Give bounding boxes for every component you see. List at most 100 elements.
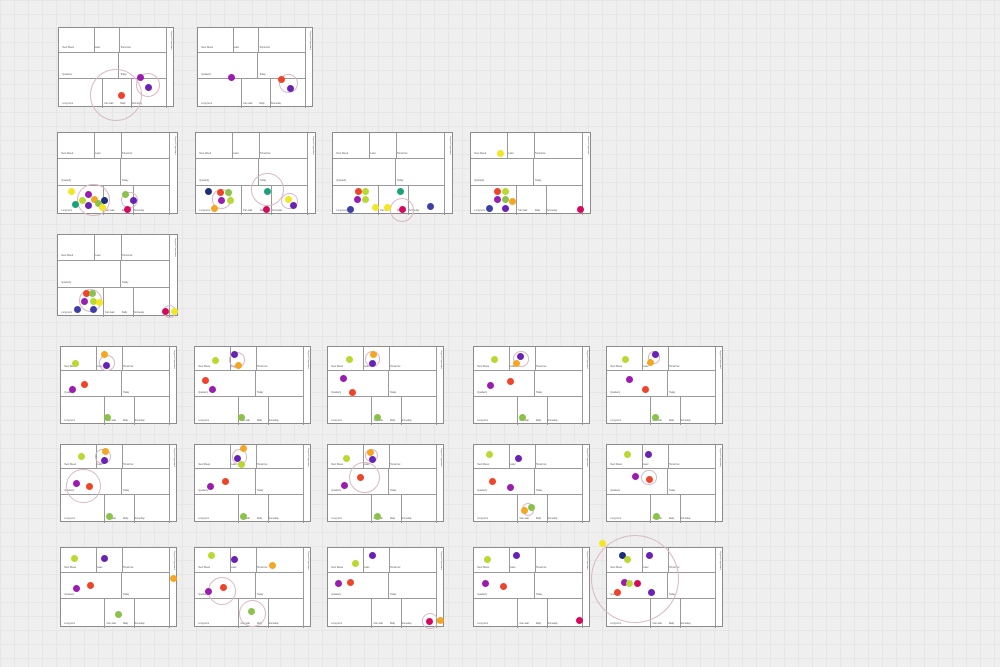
task-dot-violet[interactable] bbox=[144, 83, 152, 91]
task-dot-violet[interactable] bbox=[517, 353, 525, 361]
task-dot-orange[interactable] bbox=[102, 447, 110, 455]
task-dot-lime[interactable] bbox=[70, 554, 78, 562]
task-dot-violet[interactable] bbox=[648, 589, 656, 597]
board-e5[interactable]: Next Week Later Tomorrow Quarterly Today Long… bbox=[606, 444, 723, 523]
task-dot-yellow[interactable] bbox=[68, 188, 76, 196]
task-dot-yellow[interactable] bbox=[598, 539, 606, 547]
task-dot-red[interactable] bbox=[202, 376, 210, 384]
task-dot-violet[interactable] bbox=[103, 362, 111, 369]
task-dot-purple[interactable] bbox=[506, 484, 514, 492]
task-dot-green[interactable] bbox=[105, 513, 113, 521]
task-dot-purple[interactable] bbox=[209, 386, 217, 394]
task-dot-lime[interactable] bbox=[362, 188, 370, 196]
task-dot-lime[interactable] bbox=[490, 355, 498, 363]
task-dot-orange[interactable] bbox=[520, 506, 528, 514]
task-dot-purple[interactable] bbox=[353, 195, 361, 203]
task-dot-green[interactable] bbox=[238, 414, 246, 422]
task-dot-purple[interactable] bbox=[228, 73, 236, 81]
task-dot-lime[interactable] bbox=[623, 450, 631, 458]
task-dot-red[interactable] bbox=[346, 578, 354, 586]
task-dot-red[interactable] bbox=[357, 474, 365, 482]
task-dot-violet[interactable] bbox=[369, 359, 377, 367]
task-dot-violet[interactable] bbox=[129, 196, 137, 204]
task-dot-purple[interactable] bbox=[136, 73, 144, 81]
task-dot-orange[interactable] bbox=[100, 351, 108, 359]
task-dot-red[interactable] bbox=[355, 188, 363, 196]
task-dot-magenta[interactable] bbox=[426, 617, 434, 625]
task-dot-red[interactable] bbox=[506, 378, 514, 386]
task-dot-purple[interactable] bbox=[625, 376, 633, 384]
task-dot-lime[interactable] bbox=[623, 556, 631, 564]
task-dot-green[interactable] bbox=[518, 414, 526, 422]
task-dot-navy[interactable] bbox=[204, 188, 212, 196]
task-dot-lime[interactable] bbox=[78, 196, 86, 204]
task-dot-lime[interactable] bbox=[226, 196, 234, 204]
task-dot-green[interactable] bbox=[247, 608, 255, 616]
task-dot-red[interactable] bbox=[81, 380, 89, 388]
task-dot-yellow[interactable] bbox=[496, 149, 504, 157]
task-dot-red[interactable] bbox=[222, 477, 230, 485]
task-dot-red[interactable] bbox=[86, 581, 94, 589]
task-dot-green[interactable] bbox=[94, 199, 102, 207]
task-dot-orange[interactable] bbox=[234, 362, 242, 369]
task-dot-blue[interactable] bbox=[74, 305, 82, 313]
task-dot-magenta[interactable] bbox=[575, 617, 583, 625]
task-dot-red[interactable] bbox=[219, 583, 227, 591]
task-dot-lime[interactable] bbox=[351, 559, 359, 567]
task-dot-purple[interactable] bbox=[69, 386, 77, 394]
task-dot-violet[interactable] bbox=[644, 450, 652, 458]
board-d1[interactable]: Next WeekLaterTomorrowQuarterlyTodayLong… bbox=[60, 346, 177, 425]
task-dot-lime[interactable] bbox=[362, 195, 370, 203]
task-dot-red[interactable] bbox=[489, 477, 497, 485]
task-dot-purple[interactable] bbox=[218, 196, 226, 204]
task-dot-red[interactable] bbox=[499, 582, 507, 590]
task-dot-purple[interactable] bbox=[482, 580, 490, 588]
board-a2[interactable]: Next Week Later Tomorrow Quarterly Today Long… bbox=[197, 27, 313, 108]
task-dot-purple[interactable] bbox=[631, 473, 639, 481]
board-f4[interactable]: Next Week Later Tomorrow Quarterly Today Long… bbox=[473, 547, 590, 628]
task-dot-lime[interactable] bbox=[625, 580, 633, 588]
task-dot-lime[interactable] bbox=[483, 556, 491, 564]
task-dot-violet[interactable] bbox=[233, 454, 241, 462]
task-dot-orange[interactable] bbox=[169, 574, 177, 582]
task-dot-teal[interactable] bbox=[71, 200, 79, 208]
task-dot-yellow[interactable] bbox=[170, 307, 178, 315]
task-dot-green[interactable] bbox=[501, 195, 509, 203]
task-dot-teal[interactable] bbox=[397, 187, 405, 195]
task-dot-green[interactable] bbox=[225, 189, 233, 197]
task-dot-navy[interactable] bbox=[618, 551, 626, 559]
task-dot-red[interactable] bbox=[645, 476, 653, 484]
task-dot-yellow[interactable] bbox=[284, 195, 292, 203]
task-dot-purple[interactable] bbox=[494, 195, 502, 203]
task-dot-blue[interactable] bbox=[426, 203, 434, 211]
task-dot-red[interactable] bbox=[614, 589, 622, 597]
task-dot-purple[interactable] bbox=[335, 580, 343, 588]
task-dot-lime[interactable] bbox=[211, 356, 219, 364]
task-dot-orange[interactable] bbox=[210, 204, 218, 212]
task-dot-red[interactable] bbox=[642, 386, 650, 394]
task-dot-red[interactable] bbox=[349, 388, 357, 396]
task-dot-orange[interactable] bbox=[239, 445, 247, 453]
task-dot-red[interactable] bbox=[118, 91, 126, 99]
task-dot-violet[interactable] bbox=[287, 85, 295, 93]
task-dot-green[interactable] bbox=[652, 513, 660, 521]
task-dot-green[interactable] bbox=[373, 414, 381, 422]
task-dot-green[interactable] bbox=[528, 504, 535, 512]
task-dot-lime[interactable] bbox=[71, 359, 79, 367]
task-dot-violet[interactable] bbox=[100, 554, 108, 562]
task-dot-orange[interactable] bbox=[508, 198, 516, 206]
board-b4[interactable]: Next Week Later Tomorrow Quarterly Today Long… bbox=[470, 132, 591, 215]
task-dot-green[interactable] bbox=[373, 513, 381, 521]
task-dot-violet[interactable] bbox=[515, 454, 523, 462]
task-dot-violet[interactable] bbox=[512, 551, 520, 559]
task-dot-magenta[interactable] bbox=[398, 206, 406, 214]
task-dot-orange[interactable] bbox=[268, 561, 276, 569]
task-dot-lime[interactable] bbox=[622, 355, 630, 363]
task-dot-violet[interactable] bbox=[369, 456, 377, 464]
task-dot-violet[interactable] bbox=[645, 551, 653, 559]
task-dot-violet[interactable] bbox=[289, 202, 297, 210]
task-dot-navy[interactable] bbox=[100, 196, 108, 204]
task-dot-purple[interactable] bbox=[341, 481, 349, 489]
task-dot-lime[interactable] bbox=[89, 297, 97, 305]
task-dot-yellow[interactable] bbox=[372, 203, 380, 211]
